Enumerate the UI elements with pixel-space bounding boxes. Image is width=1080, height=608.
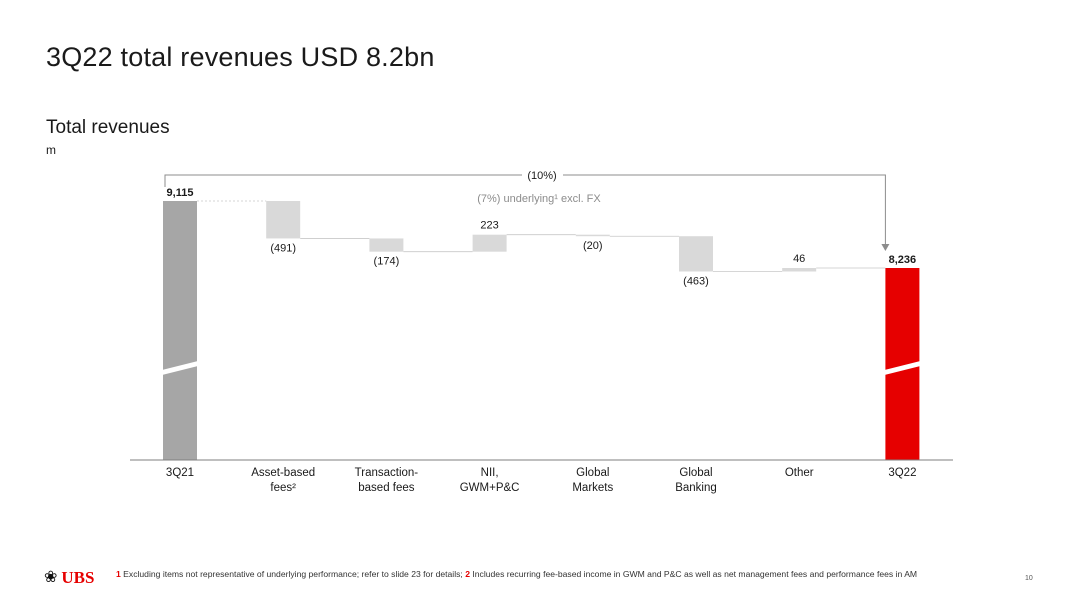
waterfall-chart: 9,115 (491) (174) 223 (20) (463) 46 8,236 3Q21 As…	[130, 170, 953, 494]
page-number: 10	[1025, 575, 1033, 582]
footnote-2-text: Includes recurring fee-based income in G…	[472, 569, 918, 579]
x-tick-label: Other	[785, 467, 814, 479]
value-label: (20)	[583, 240, 603, 252]
value-label: 9,115	[167, 187, 194, 199]
x-tick-label: fees²	[270, 482, 296, 494]
page-title: 3Q22 total revenues USD 8.2bn	[46, 42, 435, 72]
value-label: (174)	[374, 256, 400, 268]
change-bracket-right	[563, 174, 886, 244]
x-tick-label: based fees	[358, 482, 415, 494]
x-tick-label: 3Q21	[166, 467, 194, 479]
bar-delta	[679, 236, 713, 272]
change-bracket-left	[164, 174, 522, 187]
chart-unit: m	[46, 143, 56, 157]
bar-delta	[369, 238, 404, 252]
footer: ❀ UBS 1 Excluding items not representati…	[0, 560, 1080, 600]
bar-delta	[472, 234, 507, 252]
value-label: (491)	[270, 242, 296, 254]
ubs-logo: ❀ UBS	[44, 568, 94, 588]
x-tick-label: NII,	[481, 467, 499, 479]
footnote-2-number: 2	[465, 569, 470, 579]
change-total-label: (10%)	[527, 170, 556, 182]
three-keys-icon: ❀	[44, 569, 58, 586]
value-label: 223	[480, 220, 498, 232]
change-underlying-label: (7%) underlying¹ excl. FX	[477, 193, 601, 205]
x-tick-label: Global	[576, 467, 609, 479]
bar-delta	[575, 234, 610, 237]
x-tick-label: Transaction-	[355, 467, 419, 479]
x-tick-label: Global	[679, 467, 712, 479]
bar-start-total	[163, 201, 197, 460]
value-label: 46	[793, 253, 805, 265]
x-tick-label: Banking	[675, 482, 717, 494]
bar-delta	[782, 268, 817, 272]
logo-text: UBS	[61, 568, 95, 587]
axis-break-mark	[884, 361, 921, 375]
x-tick-label: Asset-based	[251, 467, 315, 479]
x-tick-label: Markets	[572, 482, 613, 494]
footnote-1-number: 1	[116, 569, 121, 579]
footnotes: 1 Excluding items not representative of …	[116, 569, 1016, 580]
x-tick-label: 3Q22	[888, 467, 916, 479]
change-arrow-head	[881, 244, 890, 251]
bar-delta	[266, 201, 301, 239]
value-label: 8,236	[889, 254, 917, 266]
value-label: (463)	[683, 276, 709, 288]
axis-break-mark	[162, 361, 198, 375]
x-tick-label: GWM+P&C	[460, 482, 520, 494]
chart-title: Total revenues	[46, 117, 170, 138]
footnote-1-text: Excluding items not representative of un…	[123, 569, 463, 579]
